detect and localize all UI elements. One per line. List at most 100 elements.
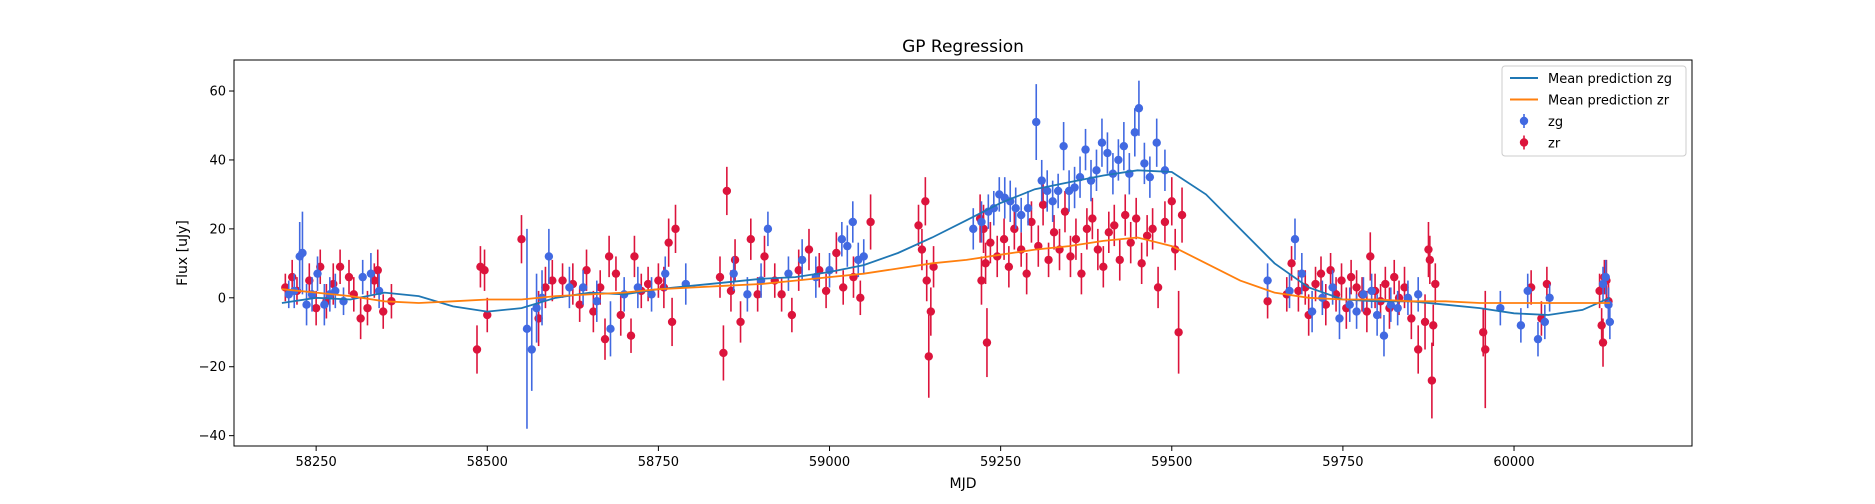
data-point-zg [1048, 197, 1057, 206]
data-point-zr [1424, 245, 1433, 254]
legend-swatch-marker [1519, 138, 1529, 147]
data-point-zg [1516, 321, 1526, 330]
data-point-zr [1148, 224, 1157, 234]
data-point-zr [344, 272, 354, 282]
data-point-zg [1523, 286, 1532, 296]
data-point-zg [1367, 286, 1376, 296]
data-point-zr [472, 345, 482, 354]
data-point-zg [1379, 331, 1389, 340]
data-point-zr [370, 276, 379, 285]
legend: Mean prediction zg Mean prediction zr zg zr [1501, 65, 1687, 157]
data-point-zr [1126, 238, 1135, 247]
y-tick-label: 0 [218, 291, 226, 306]
data-point-zr [575, 300, 584, 309]
data-point-zr [589, 307, 598, 316]
data-point-zg [1285, 286, 1294, 296]
data-point-zr [1263, 297, 1272, 306]
data-point-zr [929, 262, 938, 271]
data-point-zr [1287, 259, 1296, 268]
x-tick-label: 59000 [809, 455, 850, 470]
data-point-zg [527, 345, 536, 354]
data-point-zg [1042, 186, 1052, 196]
data-point-zr [736, 317, 745, 327]
data-point-zr [821, 286, 831, 296]
data-point-zr [982, 338, 992, 347]
data-point-zr [671, 224, 680, 234]
data-point-zg [565, 283, 574, 292]
data-point-zr [917, 245, 927, 254]
data-point-zr [924, 352, 933, 361]
x-tick-label: 58250 [295, 455, 336, 470]
data-point-zr [604, 252, 614, 261]
data-point-zr [1131, 214, 1141, 223]
data-point-zr [1326, 266, 1335, 275]
data-point-zr [363, 303, 372, 313]
y-tick-label: 20 [209, 222, 226, 237]
data-point-zr [866, 217, 875, 227]
data-point-zr [1352, 283, 1361, 292]
data-point-zr [856, 293, 865, 303]
data-point-zg [331, 286, 340, 296]
data-point-zr [1346, 272, 1356, 282]
x-tick-label: 58750 [638, 455, 679, 470]
data-point-zr [1481, 345, 1490, 354]
data-point-zg [1263, 276, 1272, 285]
data-point-zr [1071, 235, 1081, 244]
data-point-zg [1393, 303, 1402, 313]
data-point-zg [1114, 155, 1123, 165]
chart-title: GP Regression [902, 37, 1024, 57]
data-point-zr [1598, 338, 1608, 347]
data-point-zr [922, 276, 931, 285]
data-point-zr [1390, 272, 1399, 282]
data-point-zg [729, 269, 738, 278]
data-point-zr [1167, 197, 1176, 206]
data-point-zr [926, 307, 936, 316]
data-point-zr [1104, 228, 1114, 237]
data-point-zg [1059, 141, 1068, 151]
data-point-zr [730, 255, 740, 265]
y-tick-label: −40 [199, 429, 226, 444]
data-point-zr [1066, 252, 1075, 261]
data-point-zg [1081, 145, 1090, 154]
data-point-zr [373, 266, 382, 275]
y-axis-label: Flux [uJy] [175, 220, 191, 286]
data-point-zr [517, 235, 526, 244]
data-point-zr [287, 272, 297, 282]
data-point-zr [1174, 328, 1183, 337]
data-point-zg [313, 269, 322, 278]
data-point-zg [977, 217, 986, 227]
data-point-zg [1307, 307, 1317, 316]
data-point-zg [763, 224, 773, 234]
data-point-zg [1092, 166, 1101, 175]
data-point-zg [1160, 166, 1170, 175]
x-tick-label: 59750 [1322, 455, 1363, 470]
data-point-zr [1177, 210, 1187, 220]
data-point-zr [777, 290, 786, 299]
data-point-zg [1335, 314, 1344, 323]
data-point-zg [1011, 203, 1020, 213]
data-point-zr [1595, 286, 1604, 296]
legend-label: Mean prediction zg [1548, 72, 1672, 87]
data-point-zr [1400, 283, 1409, 292]
data-point-zr [977, 276, 986, 285]
data-point-zr [1060, 207, 1070, 216]
series-zr [281, 166, 1613, 419]
data-point-zr [1413, 345, 1423, 354]
data-point-zg [1053, 186, 1063, 196]
data-point-zr [558, 276, 567, 285]
data-point-zg [1359, 290, 1368, 299]
data-point-zg [848, 217, 857, 227]
data-point-zr [794, 266, 803, 275]
data-point-zr [311, 303, 321, 313]
data-point-zr [626, 331, 636, 340]
data-point-zg [1016, 210, 1026, 220]
data-point-zg [606, 324, 615, 334]
legend-label: Mean prediction zr [1548, 94, 1670, 109]
data-point-zr [480, 266, 489, 275]
data-point-zr [630, 252, 639, 261]
data-point-zr [616, 310, 625, 320]
plot-area [281, 80, 1615, 429]
data-point-zg [320, 300, 329, 309]
